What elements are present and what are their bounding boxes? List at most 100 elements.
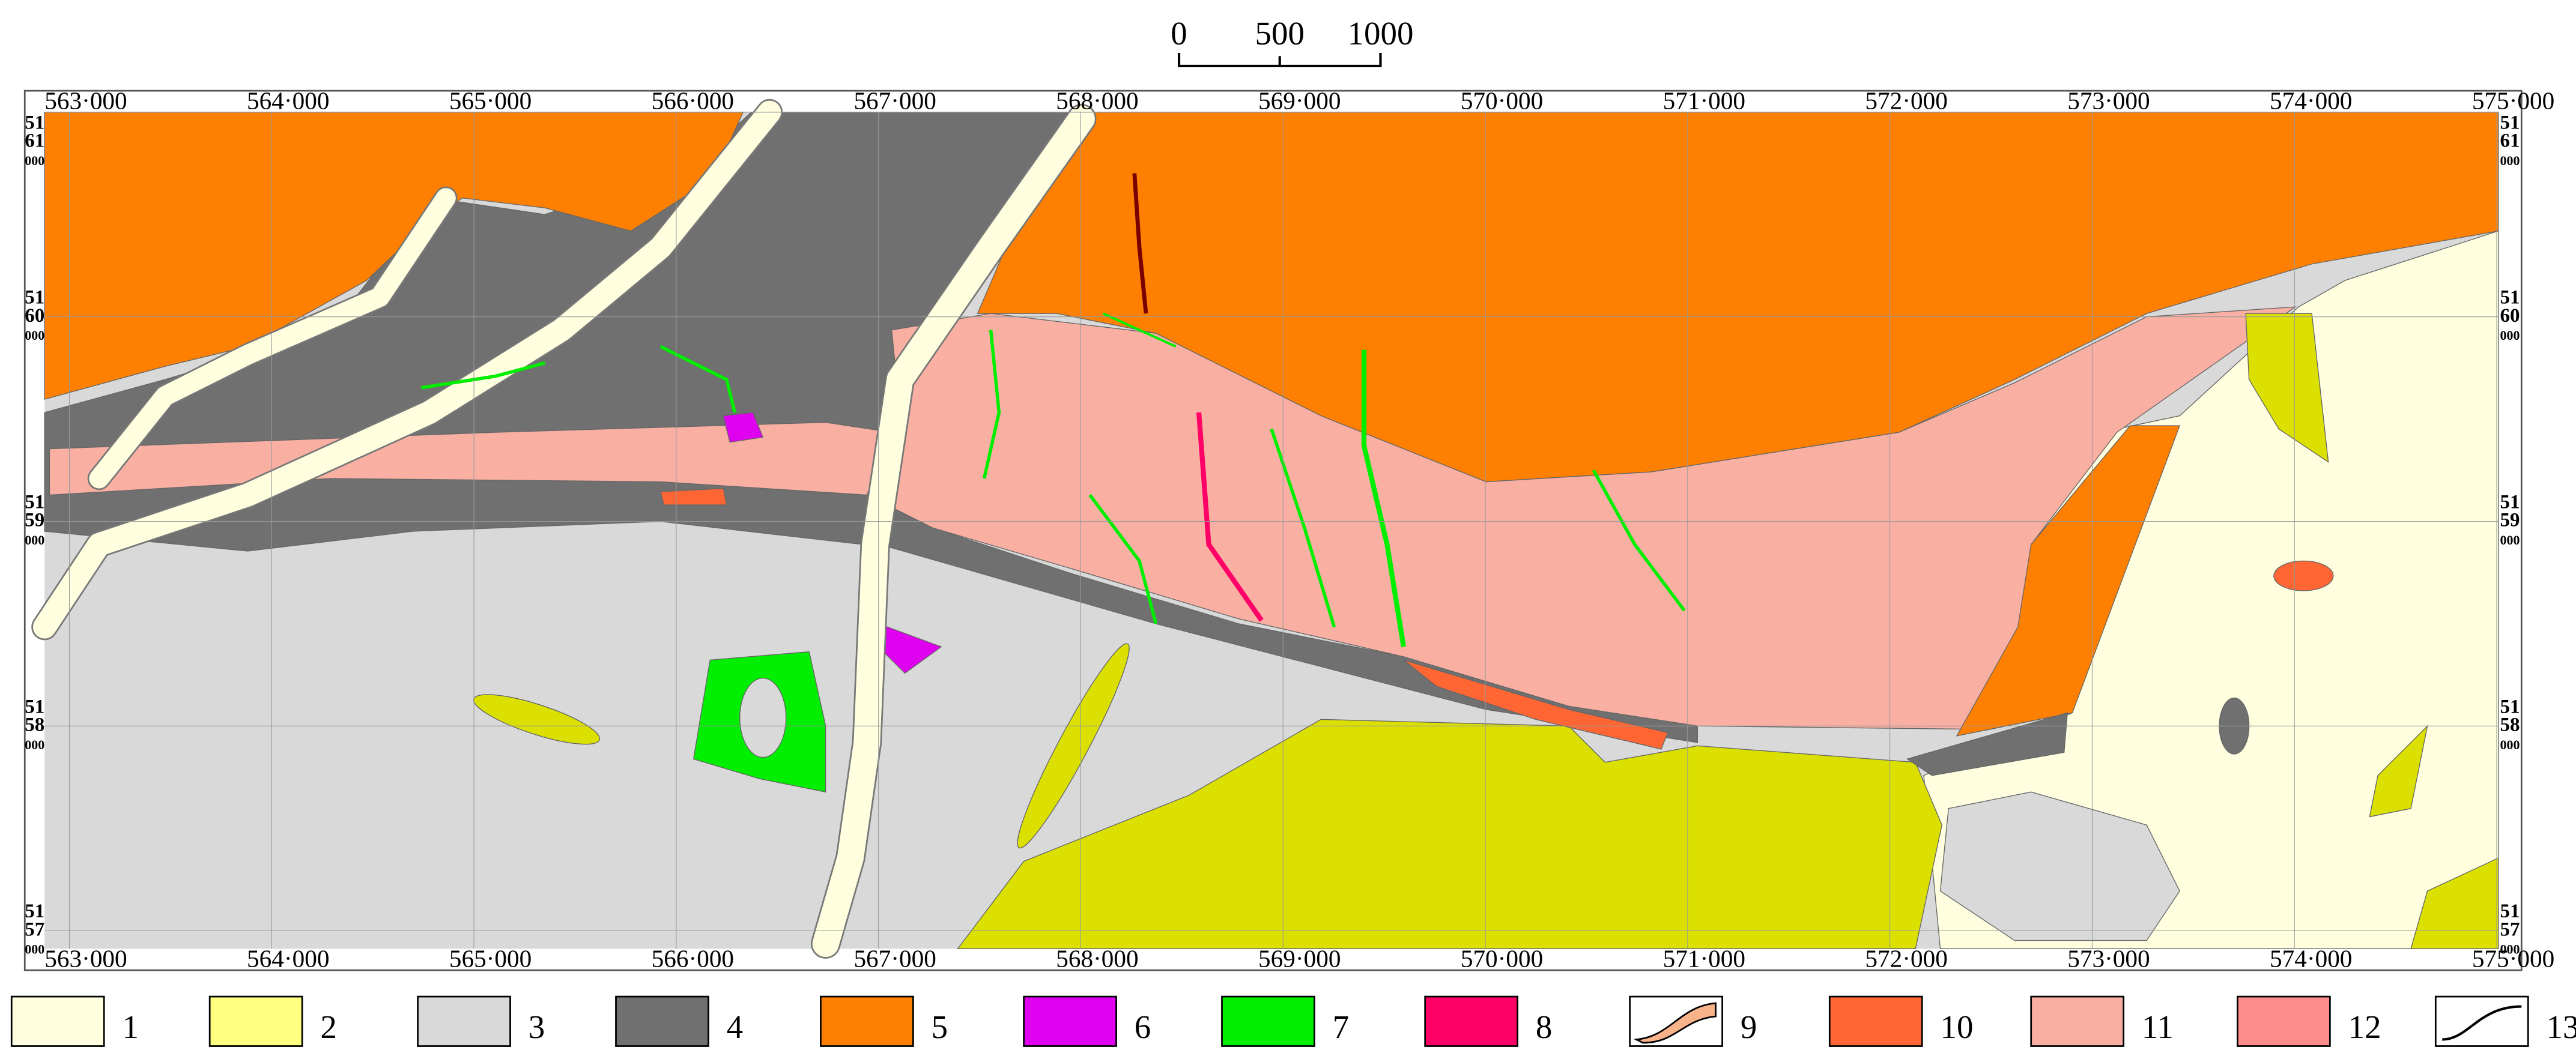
- y-coordinate-label: 61: [25, 130, 44, 152]
- y-coordinate-label: 51: [25, 696, 44, 717]
- x-coordinate-label: 564·000: [247, 86, 329, 114]
- x-coordinate-label: 571·000: [1663, 86, 1745, 114]
- unit-3-area: [739, 677, 787, 758]
- y-coordinate-label: 57: [25, 919, 44, 940]
- x-coordinate-label: 574·000: [2270, 945, 2352, 973]
- y-coordinate-label: 60: [25, 305, 44, 327]
- y-coordinate-label: 51: [25, 112, 44, 133]
- y-coordinate-label: 51: [2500, 287, 2520, 309]
- legend-label: 3: [529, 1009, 545, 1045]
- unit-2-area: [1017, 643, 1130, 849]
- x-coordinate-label: 564·000: [247, 945, 329, 973]
- scale-bar: 0 500 1000: [1171, 15, 1413, 67]
- rivers: [31, 98, 1097, 959]
- x-coordinate-label: 572·000: [1865, 86, 1947, 114]
- y-coordinate-label: 59: [2500, 510, 2520, 531]
- legend-swatch: [820, 995, 914, 1047]
- dyke: [982, 330, 1001, 479]
- y-coordinate-label: 51: [2500, 492, 2520, 513]
- dyke: [1088, 493, 1158, 624]
- legend-swatch: [208, 995, 303, 1047]
- legend-swatch: [1221, 995, 1315, 1047]
- y-coordinate-label: 000: [25, 942, 44, 957]
- dykes: [420, 173, 1686, 648]
- legend-swatch: [1424, 995, 1519, 1047]
- y-coordinate-label: 000: [2500, 153, 2520, 168]
- y-coordinate-label: 51: [2500, 112, 2520, 133]
- legend-swatch: [2237, 995, 2331, 1047]
- legend-swatch: [1023, 995, 1117, 1047]
- y-coordinate-label: 51: [2500, 901, 2520, 922]
- x-coordinate-label: 567·000: [853, 945, 936, 973]
- x-coordinate-label: 569·000: [1258, 945, 1341, 973]
- scale-bar-label: 500: [1255, 15, 1305, 52]
- scale-bar-label: 0: [1171, 15, 1187, 52]
- y-coordinate-label: 000: [25, 737, 44, 752]
- legend-label: 9: [1741, 1009, 1757, 1045]
- x-coordinate-label: 565·000: [449, 945, 532, 973]
- x-coordinate-label: 575·000: [2472, 86, 2554, 114]
- unit-2-area: [2410, 857, 2499, 950]
- y-coordinate-label: 57: [2500, 919, 2520, 940]
- legend-swatch: [1828, 995, 1923, 1047]
- y-coordinate-label: 000: [2500, 737, 2520, 752]
- x-coordinate-label: 570·000: [1461, 945, 1543, 973]
- x-coordinate-label: 575·000: [2472, 945, 2554, 973]
- y-coordinate-label: 51: [25, 901, 44, 922]
- dyke: [1592, 469, 1686, 612]
- legend-label: 8: [1536, 1009, 1552, 1045]
- x-coordinate-label: 565·000: [449, 86, 532, 114]
- legend-label: 1: [122, 1009, 138, 1045]
- legend-label: 12: [2348, 1009, 2381, 1045]
- dyke: [1361, 349, 1407, 648]
- y-coordinate-label: 000: [25, 153, 44, 168]
- unit-2-area: [2369, 725, 2428, 818]
- x-coordinate-label: 570·000: [1461, 86, 1543, 114]
- unit-10-area: [659, 487, 727, 505]
- x-coordinate-label: 571·000: [1663, 945, 1745, 973]
- y-coordinate-label: 000: [2500, 533, 2520, 548]
- dyke: [1132, 173, 1148, 314]
- x-coordinate-label: 563·000: [44, 86, 127, 114]
- legend-label: 5: [932, 1009, 948, 1045]
- x-coordinate-label: 567·000: [853, 86, 936, 114]
- x-coordinate-label: 563·000: [44, 945, 127, 973]
- river: [89, 188, 456, 489]
- legend-label: 11: [2142, 1009, 2174, 1045]
- unit-10-area: [1403, 659, 1668, 750]
- legend-swatch: [2030, 995, 2125, 1047]
- unit-3-area: [1939, 791, 2180, 941]
- unit-10-area: [2273, 560, 2334, 591]
- y-coordinate-label: 51: [2500, 696, 2520, 717]
- legend-symbol: [2442, 1005, 2522, 1041]
- unit-5-area: [1956, 425, 2181, 737]
- river: [812, 105, 1095, 958]
- scale-bar-label: 1000: [1347, 15, 1413, 52]
- x-coordinate-label: 569·000: [1258, 86, 1341, 114]
- legend-label: 13: [2547, 1009, 2576, 1045]
- dyke: [659, 345, 737, 413]
- y-coordinate-label: 000: [2500, 942, 2520, 957]
- unit-6-area: [723, 412, 764, 443]
- grid-labels: 563·000 563·000 564·000 564·000 565·000 565·0…: [25, 86, 2554, 972]
- x-coordinate-label: 568·000: [1056, 86, 1138, 114]
- legend-swatch: [615, 995, 709, 1047]
- x-coordinate-label: 574·000: [2270, 86, 2352, 114]
- y-coordinate-label: 51: [25, 492, 44, 513]
- x-coordinate-label: 573·000: [2067, 86, 2150, 114]
- legend-label: 7: [1333, 1009, 1349, 1045]
- unit-4-area: [1906, 712, 2068, 776]
- legend-label: 2: [320, 1009, 336, 1045]
- y-coordinate-label: 58: [25, 714, 44, 736]
- y-coordinate-label: 59: [25, 510, 44, 531]
- y-coordinate-label: 000: [25, 328, 44, 343]
- y-coordinate-label: 58: [2500, 714, 2520, 736]
- x-coordinate-label: 573·000: [2067, 945, 2150, 973]
- river: [32, 100, 781, 639]
- y-coordinate-label: 000: [2500, 328, 2520, 343]
- dyke: [1102, 312, 1177, 348]
- legend-swatch: [417, 995, 511, 1047]
- dyke: [420, 361, 545, 390]
